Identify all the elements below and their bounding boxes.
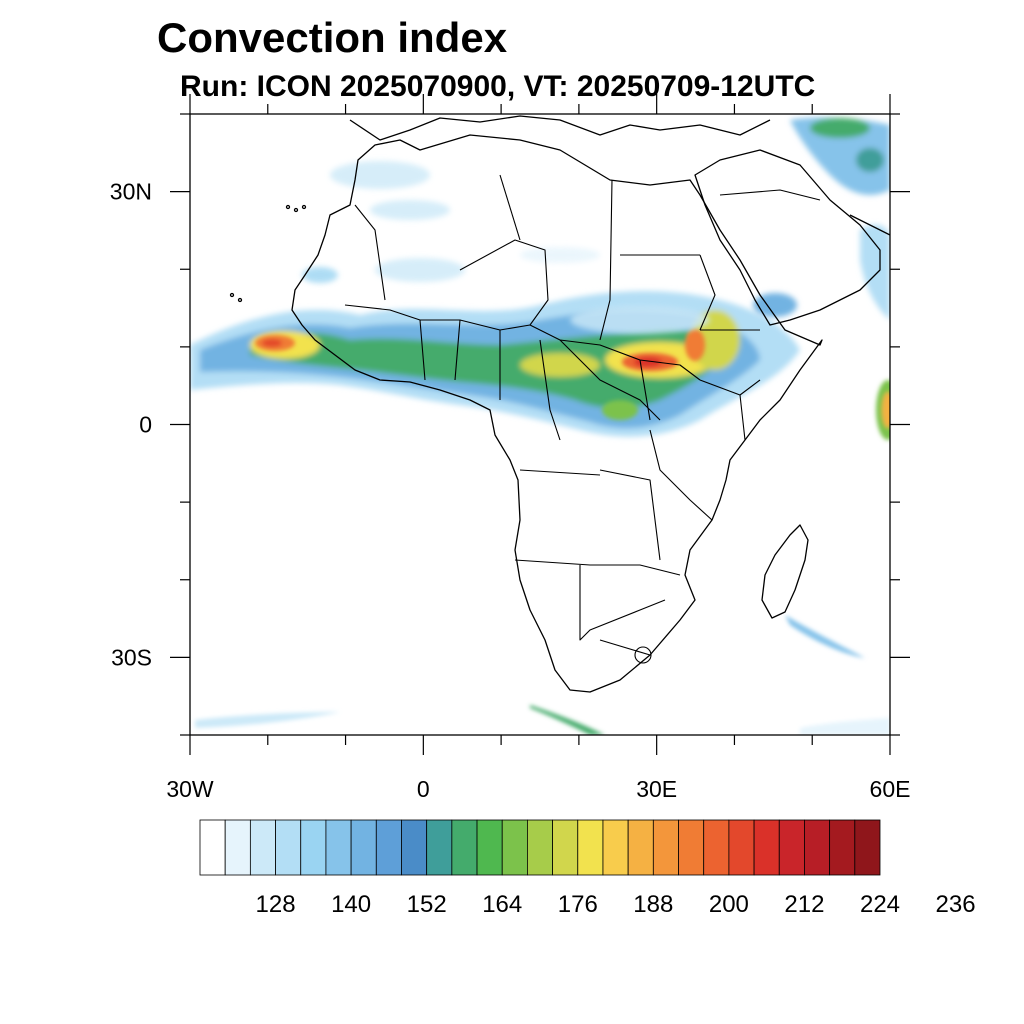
colorbar-swatch [678,819,705,876]
colorbar-swatch [275,819,302,876]
colorbar-label: 200 [709,891,749,918]
convection-north-africa [370,200,450,220]
arabia-coastline [694,149,881,326]
colorbar-label: 140 [331,891,371,918]
colorbar-label: 224 [860,891,900,918]
convection-south-atlantic-streak [530,705,605,735]
colorbar-swatch [451,819,478,876]
y-tick-label: 30N [110,179,152,205]
x-tick-label: 30E [636,776,677,802]
convection-sahara-west [375,258,465,282]
map-area [190,115,890,735]
colorbar-swatch [728,819,755,876]
colorbar-swatch [325,819,352,876]
colorbar-label: 236 [936,891,976,918]
convection-indian-ocean-core [882,392,890,428]
colorbar-swatch [703,819,730,876]
convection-turkey-green [810,118,870,138]
colorbar-swatch [501,819,528,876]
colorbar-label: 212 [784,891,824,918]
colorbar-swatch [778,819,805,876]
colorbar-swatch [426,819,453,876]
convection-turkey [790,117,890,195]
coastlines [229,115,890,693]
colorbar-swatch [375,819,402,876]
convection-field [190,117,890,735]
convection-yemen [753,293,797,317]
convection-sahel-north [570,306,710,334]
colorbar-swatch [199,819,226,876]
x-tick-label: 60E [870,776,911,802]
colorbar-label: 152 [407,891,447,918]
colorbar-swatch [249,819,276,876]
convection-core-lake [602,400,638,420]
convection-turkey-green2 [856,148,884,172]
colorbar-swatch [577,819,604,876]
colorbar-swatch [627,819,654,876]
map-subtitle: Run: ICON 2025070900, VT: 20250709-12UTC [180,70,816,103]
x-tick-label: 30W [166,776,214,802]
iran-coastline [849,214,890,236]
colorbar-swatch [652,819,679,876]
map-frame [189,113,891,736]
convection-core-west-red [262,339,282,347]
convection-southeast-streak [800,718,890,735]
colorbar-swatch [350,819,377,876]
colorbar-label: 164 [482,891,522,918]
y-tick-label: 30S [111,644,152,670]
convection-atlantic-north [302,267,338,283]
convection-southwest-streak [195,712,340,728]
convection-madagascar-streak [785,615,865,658]
colorbar: 128 140 152 164 176 188 200 212 224 236 [199,819,976,918]
colorbar-swatch [804,819,831,876]
x-tick-label: 0 [417,776,430,802]
colorbar-swatch [224,819,251,876]
convection-yellow-central [520,353,600,377]
europe-coastline [349,115,771,141]
map-tick-labels: 30W 0 30E 60E 30N 0 30S [110,179,911,802]
colorbar-swatch [753,819,780,876]
colorbar-label: 128 [256,891,296,918]
colorbar-label: 188 [633,891,673,918]
colorbar-swatch [602,819,629,876]
country-borders [344,174,821,664]
africa-coastline [291,134,823,693]
convection-atlas [330,161,430,189]
convection-core-ethiopia [685,329,705,361]
colorbar-swatch [829,819,856,876]
y-tick-label: 0 [139,412,152,438]
convection-iran [860,224,890,320]
map-ticks [170,94,910,755]
colorbar-swatch [527,819,553,876]
madagascar-coastline [761,524,809,619]
map-title: Convection index [157,14,508,61]
convection-sahara-east [520,247,600,263]
colorbar-swatch [552,819,579,876]
colorbar-swatch [401,819,428,876]
colorbar-swatch [854,819,881,876]
colorbar-swatch [300,819,327,876]
colorbar-label: 176 [558,891,598,918]
colorbar-swatch [476,819,503,876]
